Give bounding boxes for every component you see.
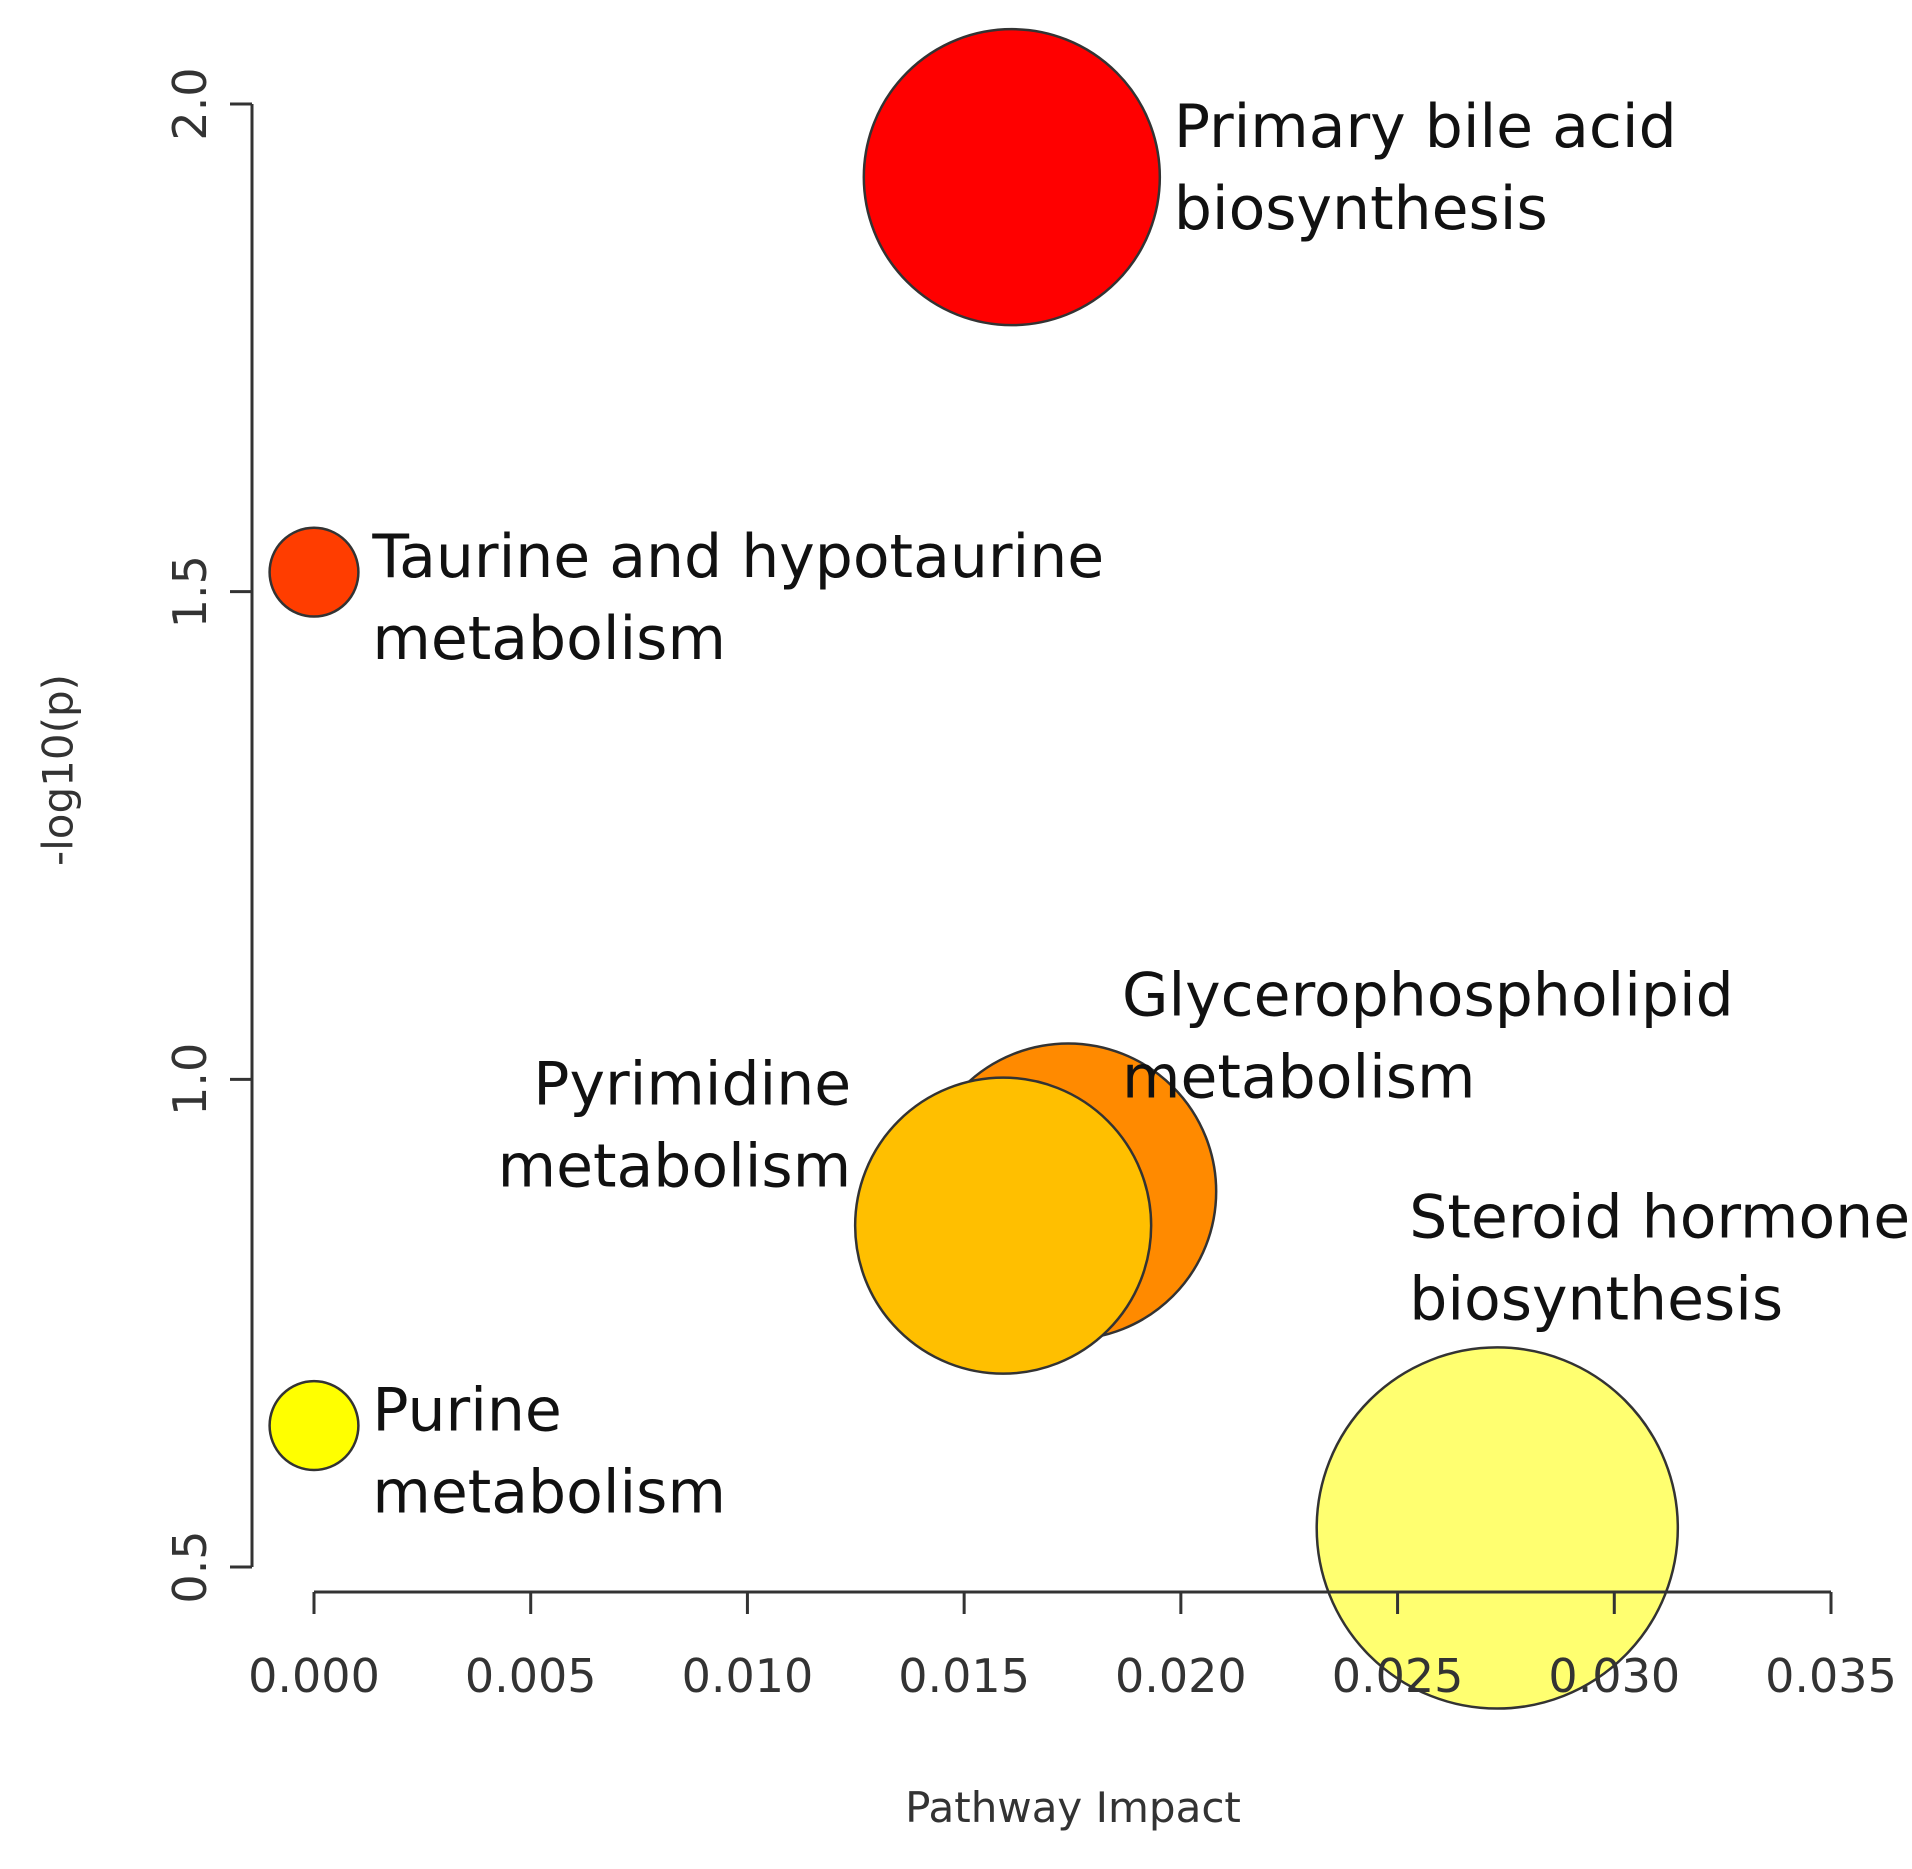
y-tick-label: 1.0 (163, 1043, 217, 1116)
bubble-label: Primary bile acid (1174, 92, 1677, 162)
y-tick-label: 0.5 (163, 1530, 217, 1603)
y-axis-title: -log10(p) (34, 674, 83, 866)
x-tick-label: 0.025 (1332, 1649, 1464, 1703)
bubble-label: Purine (372, 1376, 561, 1446)
x-tick-label: 0.030 (1548, 1649, 1680, 1703)
axes-layer: 0.000 0.005 0.010 0.015 0.020 0.025 0.030 0.035… (34, 67, 1897, 1832)
bubble-steroid-hormone-biosynthesis (1315, 1346, 1680, 1710)
bubble-primary-bile-acid-biosynthesis (862, 27, 1162, 327)
bubble-label: Glycerophospholipid (1122, 960, 1734, 1030)
x-tick-label: 0.010 (682, 1649, 814, 1703)
x-tick-label: 0.020 (1115, 1649, 1247, 1703)
y-tick-label: 2.0 (163, 67, 217, 140)
bubble-label: Taurine and hypotaurine (371, 522, 1104, 592)
bubble-purine-metabolism (268, 1379, 360, 1472)
x-axis-title: Pathway Impact (905, 1783, 1241, 1832)
x-tick-label: 0.035 (1765, 1649, 1897, 1703)
bubble-label: metabolism (372, 1458, 726, 1528)
bubble-label: Pyrimidine (533, 1050, 851, 1120)
x-tick-label: 0.015 (898, 1649, 1030, 1703)
bubble-label: metabolism (372, 604, 726, 674)
bubble-label: metabolism (498, 1132, 852, 1202)
y-tick-label: 1.5 (163, 555, 217, 628)
bubble-pyrimidine-metabolism (853, 1076, 1153, 1375)
bubble-label: metabolism (1122, 1042, 1476, 1112)
x-tick-label: 0.005 (465, 1649, 597, 1703)
label-layer: Primary bile acid biosynthesis Taurine and… (371, 92, 1910, 1527)
bubble-taurine-and-hypotaurine-metabolism (268, 526, 360, 618)
bubble-label: Steroid hormone (1409, 1182, 1910, 1252)
bubble-label: biosynthesis (1174, 174, 1548, 244)
x-tick-label: 0.000 (248, 1649, 380, 1703)
bubble-layer (268, 27, 1680, 1710)
bubble-label: biosynthesis (1409, 1264, 1783, 1334)
